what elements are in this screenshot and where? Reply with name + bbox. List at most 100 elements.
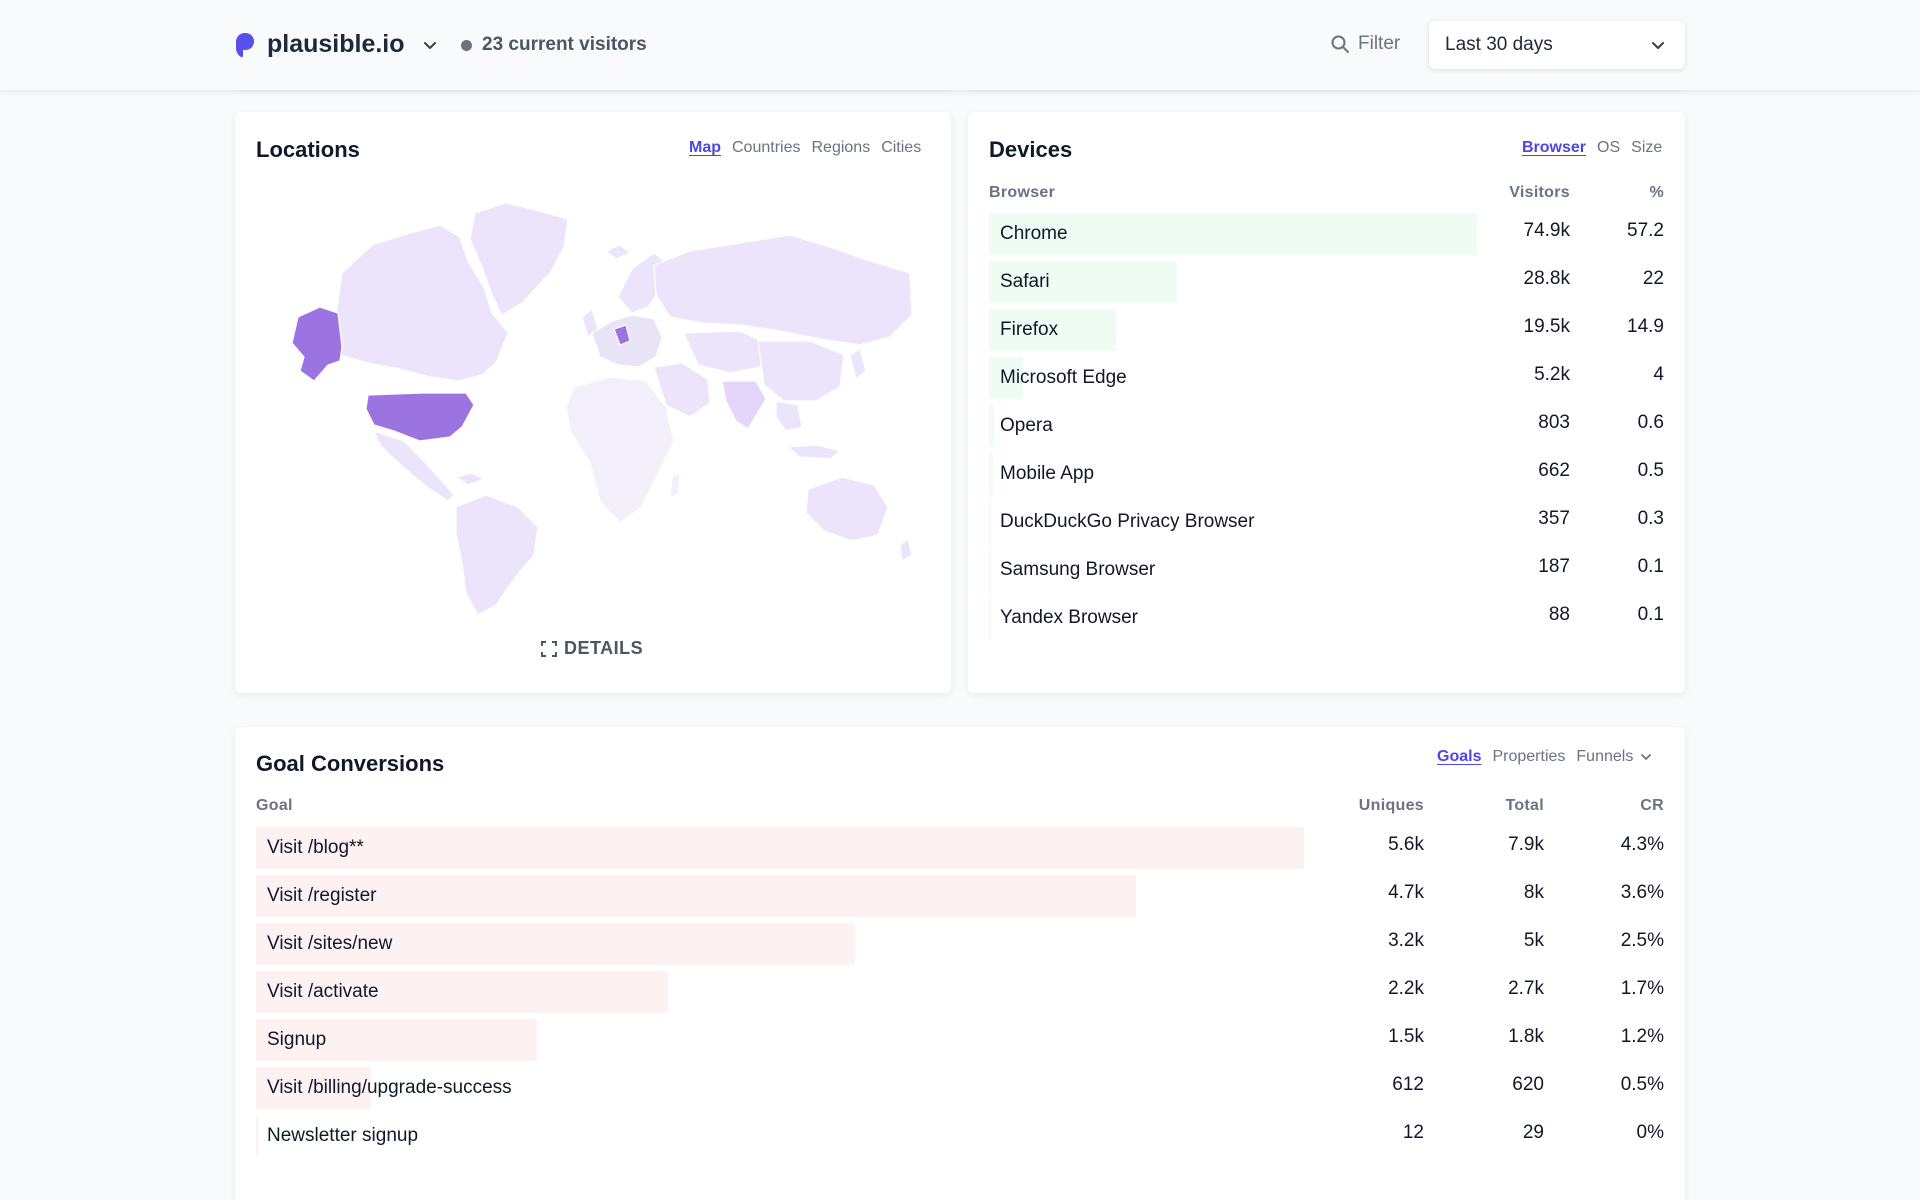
tab-browser[interactable]: Browser — [1522, 139, 1587, 156]
live-dot-icon — [461, 39, 472, 51]
device-percent: 0.1 — [1637, 556, 1664, 577]
map-country-greenland — [469, 202, 569, 316]
map-country-middle-east — [653, 362, 711, 418]
goal-name: Signup — [267, 1029, 327, 1050]
goals-column-uniques[interactable]: Uniques — [1358, 797, 1424, 814]
device-row[interactable]: Firefox — [989, 309, 1477, 351]
tab-cities[interactable]: Cities — [881, 139, 922, 156]
goal-total: 1.8k — [1508, 1026, 1544, 1047]
device-bar — [989, 453, 994, 495]
period-picker[interactable]: Last 30 days — [1429, 21, 1685, 69]
device-visitors: 187 — [1538, 556, 1570, 577]
devices-column-visitors[interactable]: Visitors — [1509, 184, 1570, 201]
tab-goals[interactable]: Goals — [1437, 748, 1482, 765]
goal-row[interactable]: Visit /register — [256, 875, 1304, 917]
goal-name: Newsletter signup — [267, 1125, 419, 1146]
device-bar — [989, 357, 1023, 399]
device-row[interactable]: Samsung Browser — [989, 549, 1477, 591]
tab-os[interactable]: OS — [1597, 139, 1621, 156]
device-bar — [989, 309, 1117, 351]
device-visitors: 19.5k — [1523, 316, 1570, 337]
device-percent: 4 — [1653, 364, 1664, 385]
device-bar — [989, 213, 1477, 255]
goal-uniques: 612 — [1392, 1074, 1424, 1095]
device-row[interactable]: Mobile App — [989, 453, 1477, 495]
goal-bar — [256, 923, 855, 965]
goal-total: 29 — [1522, 1122, 1544, 1143]
device-visitors: 5.2k — [1534, 364, 1570, 385]
goal-cr: 2.5% — [1620, 930, 1664, 951]
device-name: Chrome — [1000, 223, 1068, 244]
chevron-down-icon[interactable] — [421, 36, 439, 54]
tab-map[interactable]: Map — [689, 139, 721, 156]
device-row[interactable]: Opera — [989, 405, 1477, 447]
device-percent: 57.2 — [1627, 220, 1664, 241]
goal-name: Visit /billing/upgrade-success — [267, 1077, 512, 1098]
device-row[interactable]: Microsoft Edge — [989, 357, 1477, 399]
devices-column-percent[interactable]: % — [1649, 184, 1664, 201]
goal-uniques: 5.6k — [1388, 834, 1424, 855]
device-visitors: 357 — [1538, 508, 1570, 529]
map-country-russia — [653, 234, 913, 346]
device-row[interactable]: DuckDuckGo Privacy Browser — [989, 501, 1477, 543]
current-visitors[interactable]: 23 current visitors — [461, 34, 647, 56]
goals-tabs: Goals Properties Funnels — [1437, 748, 1653, 766]
device-row[interactable]: Yandex Browser — [989, 597, 1477, 639]
tab-regions[interactable]: Regions — [811, 139, 871, 156]
goals-column-total[interactable]: Total — [1505, 797, 1544, 814]
site-name: plausible.io — [267, 30, 405, 58]
goal-cr: 0% — [1636, 1122, 1664, 1143]
goal-bar — [256, 971, 668, 1013]
device-visitors: 662 — [1538, 460, 1570, 481]
device-percent: 14.9 — [1627, 316, 1664, 337]
devices-column-browser: Browser — [989, 184, 1056, 201]
map-country-australia — [805, 476, 889, 542]
chevron-down-icon — [1641, 754, 1652, 761]
map-country-usa — [365, 392, 475, 442]
details-button[interactable]: DETAILS — [540, 638, 643, 659]
tab-countries[interactable]: Countries — [732, 139, 801, 156]
goal-uniques: 2.2k — [1388, 978, 1424, 999]
device-name: Microsoft Edge — [1000, 367, 1127, 388]
goal-bar — [256, 1019, 537, 1061]
tab-funnels[interactable]: Funnels — [1576, 748, 1653, 766]
goal-bar — [256, 1067, 371, 1109]
device-bar — [989, 261, 1177, 303]
goal-total: 2.7k — [1508, 978, 1544, 999]
device-name: Safari — [1000, 271, 1050, 292]
goals-column-cr[interactable]: CR — [1640, 797, 1664, 814]
filter-label: Filter — [1358, 33, 1401, 54]
device-bar — [989, 405, 995, 447]
device-bar — [989, 501, 992, 543]
goal-uniques: 3.2k — [1388, 930, 1424, 951]
current-visitors-label: 23 current visitors — [482, 34, 647, 55]
goal-name: Visit /register — [267, 885, 377, 906]
locations-title: Locations — [256, 137, 360, 162]
goal-bar — [256, 1115, 259, 1157]
device-visitors: 803 — [1538, 412, 1570, 433]
goal-row[interactable]: Visit /activate — [256, 971, 1304, 1013]
goal-cr: 0.5% — [1620, 1074, 1664, 1095]
site-switcher[interactable]: plausible.io — [235, 30, 439, 59]
device-row[interactable]: Chrome — [989, 213, 1477, 255]
chevron-down-icon — [1652, 42, 1664, 49]
map-country-china — [757, 340, 845, 402]
goal-cr: 1.2% — [1620, 1026, 1664, 1047]
tab-size[interactable]: Size — [1631, 139, 1663, 156]
device-visitors: 88 — [1548, 604, 1570, 625]
goal-row[interactable]: Visit /sites/new — [256, 923, 1304, 965]
device-percent: 0.3 — [1637, 508, 1664, 529]
device-row[interactable]: Safari — [989, 261, 1477, 303]
device-percent: 0.1 — [1637, 604, 1664, 625]
tab-properties[interactable]: Properties — [1492, 748, 1566, 765]
goal-total: 620 — [1512, 1074, 1544, 1095]
device-name: Samsung Browser — [1000, 559, 1156, 580]
device-percent: 22 — [1642, 268, 1664, 289]
filter-button[interactable]: Filter — [1330, 33, 1400, 55]
world-map[interactable] — [270, 195, 915, 625]
goal-row[interactable]: Visit /blog** — [256, 827, 1304, 869]
map-country-south-america — [455, 494, 539, 616]
goal-row[interactable]: Signup — [256, 1019, 1304, 1061]
goal-row[interactable]: Newsletter signup — [256, 1115, 1304, 1157]
goal-row[interactable]: Visit /billing/upgrade-success — [256, 1067, 1304, 1109]
